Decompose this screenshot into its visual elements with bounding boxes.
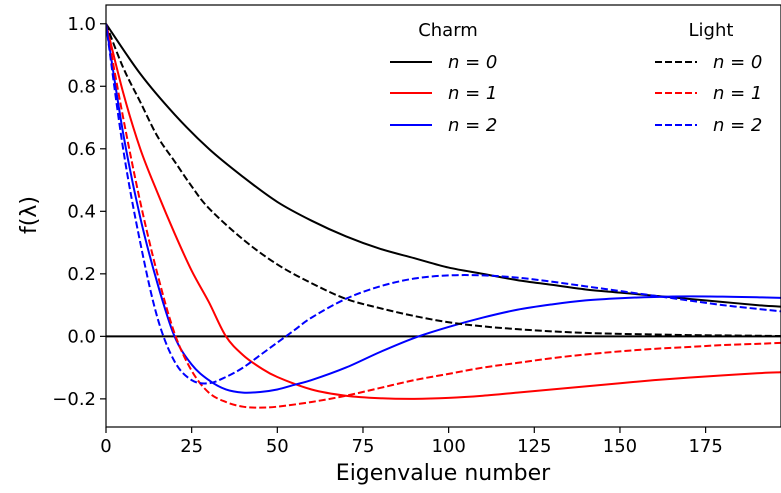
series-charm-n2-line	[106, 23, 781, 394]
y-tick-label: 0.6	[67, 139, 96, 160]
x-tick-label: 0	[100, 436, 111, 457]
x-tick-label: 150	[603, 436, 637, 457]
series-charm-n0-line	[106, 23, 781, 308]
x-tick-label: 75	[352, 436, 375, 457]
legend-charm-n1-label: n = 1	[448, 83, 497, 104]
legend-light-n2-label: n = 2	[713, 115, 762, 136]
x-tick-label: 50	[266, 436, 289, 457]
x-axis-label: Eigenvalue number	[336, 461, 551, 486]
plot-frame	[105, 4, 781, 428]
y-tick-label: 0.0	[67, 326, 96, 347]
axes-layer: 0 25 50 75 100 125 150 175 −0.2 0.0 0.2 0.4 0.6 0.8 1.…	[52, 4, 781, 457]
legend-title-light: Light	[689, 20, 734, 41]
y-tick-label: 0.8	[67, 76, 96, 97]
legend-charm-n0-label: n = 0	[448, 52, 497, 73]
x-tick-label: 175	[688, 436, 722, 457]
x-tick-label: 25	[180, 436, 203, 457]
y-tick-label: −0.2	[52, 389, 96, 410]
legend: Charm Light n = 0 n = 1 n = 2 n = 0 n = 1 n =…	[390, 20, 762, 136]
series-light-n0-line	[106, 23, 781, 338]
legend-title-charm: Charm	[418, 20, 478, 41]
y-axis-label: f(λ)	[17, 196, 42, 234]
legend-light-n1-label: n = 1	[713, 83, 762, 104]
y-tick-label: 0.4	[67, 201, 96, 222]
legend-light-n0-label: n = 0	[713, 52, 762, 73]
legend-charm-n2-label: n = 2	[448, 115, 497, 136]
series-charm-n1-line	[106, 23, 781, 400]
x-tick-label: 100	[431, 436, 465, 457]
series-light-n1-line	[106, 23, 781, 409]
series-layer	[106, 23, 781, 409]
y-tick-label: 0.2	[67, 264, 96, 285]
y-tick-label: 1.0	[67, 14, 96, 35]
x-tick-label: 125	[517, 436, 551, 457]
